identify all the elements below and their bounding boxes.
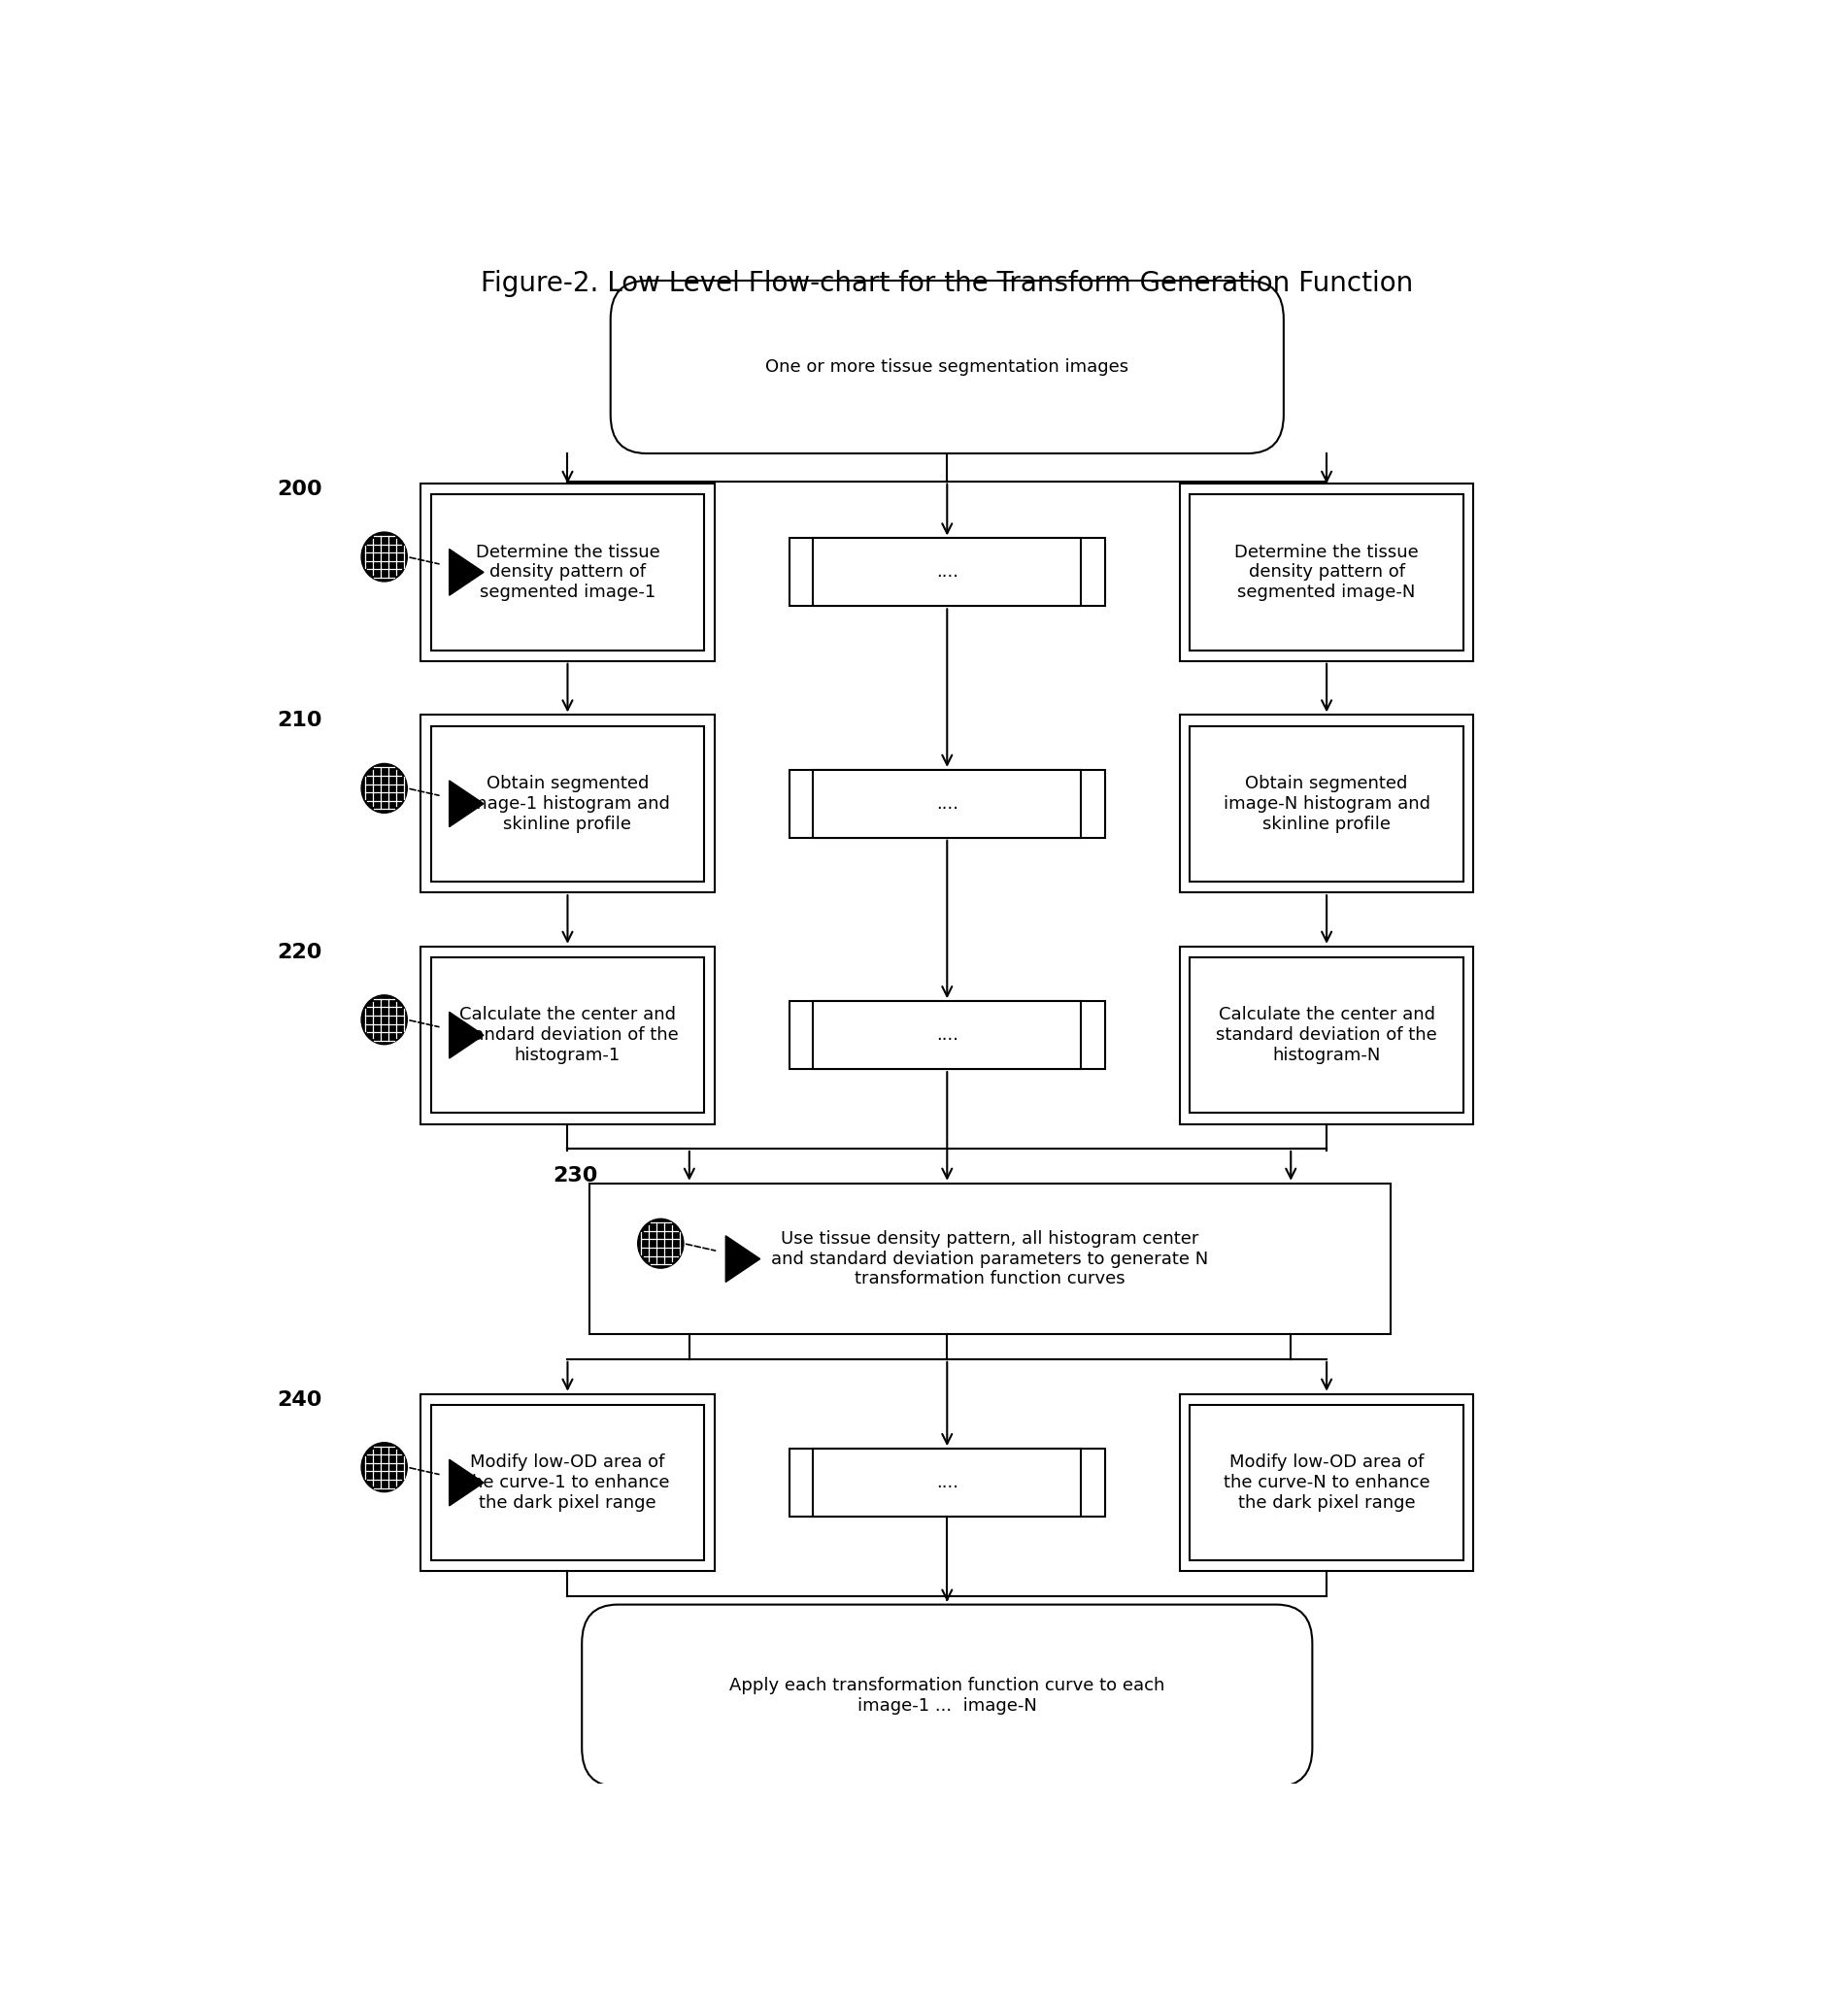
Bar (789, 770, 1105, 838)
Text: Obtain segmented
image-1 histogram and
skinline profile: Obtain segmented image-1 histogram and s… (466, 776, 671, 832)
Bar (813, 1002, 1081, 1068)
Text: ....: .... (935, 563, 959, 581)
Circle shape (362, 764, 407, 814)
Bar (1190, 495, 1464, 649)
Bar (789, 1449, 1105, 1517)
Text: ....: .... (935, 1473, 959, 1491)
Text: ....: .... (935, 796, 959, 812)
Text: 200: 200 (277, 479, 322, 499)
Bar (431, 958, 704, 1112)
Text: 240: 240 (277, 1391, 322, 1409)
Text: Figure-2. Low Level Flow-chart for the Transform Generation Function: Figure-2. Low Level Flow-chart for the T… (480, 271, 1414, 297)
Bar (1179, 483, 1473, 661)
Circle shape (362, 1443, 407, 1491)
Text: Calculate the center and
standard deviation of the
histogram-N: Calculate the center and standard deviat… (1216, 1006, 1438, 1064)
Bar (421, 483, 715, 661)
Bar (789, 539, 1105, 605)
Circle shape (362, 996, 407, 1044)
Text: 210: 210 (277, 711, 322, 729)
Polygon shape (449, 782, 484, 828)
Text: One or more tissue segmentation images: One or more tissue segmentation images (765, 359, 1129, 377)
Circle shape (362, 533, 407, 581)
FancyBboxPatch shape (610, 281, 1284, 453)
Bar (1190, 958, 1464, 1112)
FancyBboxPatch shape (582, 1605, 1312, 1788)
Polygon shape (726, 1236, 760, 1283)
Bar (813, 1449, 1081, 1517)
Text: Calculate the center and
standard deviation of the
histogram-1: Calculate the center and standard deviat… (456, 1006, 678, 1064)
Bar (421, 715, 715, 892)
Bar (431, 1405, 704, 1561)
Text: Modify low-OD area of
the curve-N to enhance
the dark pixel range: Modify low-OD area of the curve-N to enh… (1223, 1453, 1430, 1511)
Text: ....: .... (935, 1026, 959, 1044)
Bar (590, 1182, 1392, 1335)
Bar (1190, 1405, 1464, 1561)
Bar (813, 539, 1081, 605)
Bar (1179, 946, 1473, 1124)
Bar (421, 946, 715, 1124)
Polygon shape (449, 1459, 484, 1505)
Bar (431, 725, 704, 882)
Text: Apply each transformation function curve to each
image-1 ...  image-N: Apply each transformation function curve… (730, 1677, 1164, 1715)
Bar (789, 1002, 1105, 1068)
Text: Determine the tissue
density pattern of
segmented image-1: Determine the tissue density pattern of … (475, 543, 660, 601)
Bar (1190, 725, 1464, 882)
Circle shape (638, 1218, 684, 1269)
Bar (1179, 1395, 1473, 1571)
Text: Obtain segmented
image-N histogram and
skinline profile: Obtain segmented image-N histogram and s… (1223, 776, 1430, 832)
Text: 220: 220 (277, 942, 322, 962)
Polygon shape (449, 549, 484, 595)
Bar (1179, 715, 1473, 892)
Bar (431, 495, 704, 649)
Text: Use tissue density pattern, all histogram center
and standard deviation paramete: Use tissue density pattern, all histogra… (771, 1230, 1209, 1289)
Bar (813, 770, 1081, 838)
Text: 230: 230 (553, 1166, 599, 1186)
Text: Modify low-OD area of
the curve-1 to enhance
the dark pixel range: Modify low-OD area of the curve-1 to enh… (466, 1453, 669, 1511)
Text: Determine the tissue
density pattern of
segmented image-N: Determine the tissue density pattern of … (1234, 543, 1419, 601)
Bar (421, 1395, 715, 1571)
Polygon shape (449, 1012, 484, 1058)
